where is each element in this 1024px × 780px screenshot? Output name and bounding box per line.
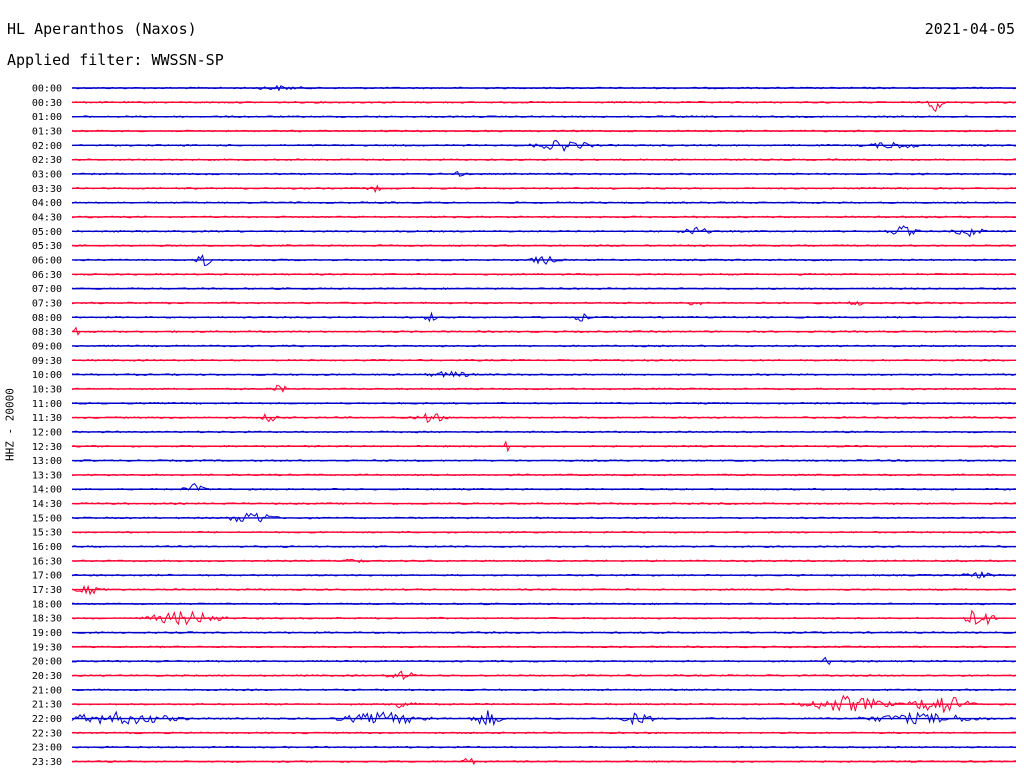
time-tick-label: 14:30 (32, 499, 62, 510)
time-tick-label: 18:00 (32, 599, 62, 610)
time-tick-label: 03:30 (32, 184, 62, 195)
time-tick-label: 12:30 (32, 442, 62, 453)
time-tick-label: 14:00 (32, 485, 62, 496)
time-tick-label: 11:00 (32, 399, 62, 410)
time-tick-label: 09:00 (32, 341, 62, 352)
time-tick-label: 20:30 (32, 671, 62, 682)
time-tick-label: 07:00 (32, 284, 62, 295)
time-tick-label: 04:30 (32, 212, 62, 223)
time-tick-label: 10:00 (32, 370, 62, 381)
time-tick-label: 19:30 (32, 642, 62, 653)
time-tick-label: 20:00 (32, 657, 62, 668)
time-tick-label: 08:30 (32, 327, 62, 338)
date-label: 2021-04-05 (924, 20, 1015, 38)
time-tick-label: 19:00 (32, 628, 62, 639)
trace-line (71, 710, 1017, 727)
time-tick-label: 06:00 (32, 255, 62, 266)
time-tick-label: 12:00 (32, 427, 62, 438)
time-tick-label: 10:30 (32, 384, 62, 395)
time-tick-label: 06:30 (32, 270, 62, 281)
time-tick-label: 18:30 (32, 614, 62, 625)
time-tick-label: 09:30 (32, 356, 62, 367)
time-tick-label: 08:00 (32, 313, 62, 324)
time-tick-label: 05:30 (32, 241, 62, 252)
station-title: HL Aperanthos (Naxos) (7, 20, 197, 38)
time-tick-label: 16:00 (32, 542, 62, 553)
time-tick-label: 16:30 (32, 556, 62, 567)
time-tick-label: 23:00 (32, 743, 62, 754)
time-tick-label: 02:30 (32, 155, 62, 166)
time-tick-label: 13:00 (32, 456, 62, 467)
time-tick-label: 03:00 (32, 169, 62, 180)
time-tick-label: 17:30 (32, 585, 62, 596)
filter-label: Applied filter: WWSSN-SP (7, 51, 224, 69)
time-tick-label: 00:00 (32, 84, 62, 95)
time-tick-label: 21:30 (32, 700, 62, 711)
time-tick-label: 15:30 (32, 528, 62, 539)
time-tick-label: 01:30 (32, 126, 62, 137)
time-tick-label: 22:00 (32, 714, 62, 725)
time-tick-label: 11:30 (32, 413, 62, 424)
time-tick-label: 22:30 (32, 728, 62, 739)
time-tick-label: 23:30 (32, 757, 62, 768)
time-tick-label: 01:00 (32, 112, 62, 123)
time-tick-label: 15:00 (32, 513, 62, 524)
time-tick-label: 17:00 (32, 571, 62, 582)
time-tick-label: 05:00 (32, 227, 62, 238)
time-tick-label: 21:00 (32, 685, 62, 696)
time-tick-label: 13:30 (32, 470, 62, 481)
time-tick-label: 04:00 (32, 198, 62, 209)
time-tick-label: 07:30 (32, 298, 62, 309)
time-tick-label: 02:00 (32, 141, 62, 152)
time-tick-label: 00:30 (32, 98, 62, 109)
